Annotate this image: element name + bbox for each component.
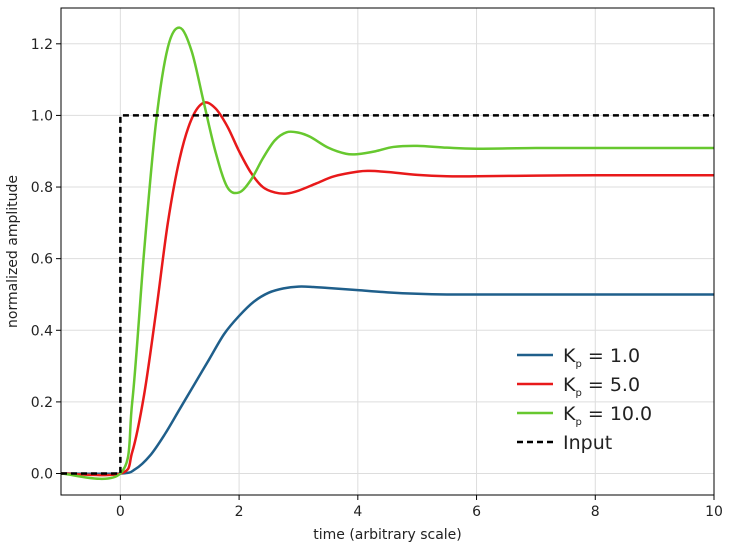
y-tick-label: 1.0: [31, 108, 53, 124]
legend-label-0: Kp = 1.0: [563, 345, 640, 370]
legend-label-value: = 1.0: [582, 345, 640, 367]
y-axis-ticks: 0.0 0.2 0.4 0.6 0.8 1.0 1.2: [31, 37, 61, 483]
legend-label-2: Kp = 10.0: [563, 403, 652, 428]
x-tick-label: 4: [353, 504, 362, 520]
legend-label-1: Kp = 5.0: [563, 374, 640, 399]
y-tick-label: 0.0: [31, 467, 53, 483]
y-tick-label: 1.2: [31, 37, 53, 53]
legend-label-main: K: [563, 403, 576, 425]
x-axis-ticks: 0 2 4 6 8 10: [116, 495, 723, 520]
legend-label-3: Input: [563, 432, 612, 454]
y-axis-label: normalized amplitude: [5, 175, 21, 328]
x-tick-label: 0: [116, 504, 125, 520]
x-tick-label: 10: [705, 504, 723, 520]
x-tick-label: 8: [591, 504, 600, 520]
series-line-0: [60, 285, 714, 476]
y-tick-label: 0.8: [31, 180, 53, 196]
plot-series: [60, 26, 714, 481]
legend-label-main: K: [563, 374, 576, 396]
legend-label-main: Input: [563, 432, 612, 454]
legend-label-subscript: p: [575, 359, 581, 370]
legend-label-value: = 5.0: [582, 374, 640, 396]
plot-frame: [60, 7, 715, 496]
x-tick-label: 6: [472, 504, 481, 520]
legend-label-subscript: p: [575, 417, 581, 428]
legend-label-value: = 10.0: [582, 403, 652, 425]
x-tick-label: 2: [235, 504, 244, 520]
series-line-2: [60, 26, 714, 481]
series-line-3: [61, 114, 714, 475]
series-line-1: [60, 101, 714, 477]
x-axis-label: time (arbitrary scale): [313, 527, 462, 543]
y-tick-label: 0.4: [31, 323, 53, 339]
legend-label-main: K: [563, 345, 576, 367]
y-tick-label: 0.2: [31, 395, 53, 411]
y-tick-label: 0.6: [31, 252, 53, 268]
legend-label-subscript: p: [575, 388, 581, 399]
